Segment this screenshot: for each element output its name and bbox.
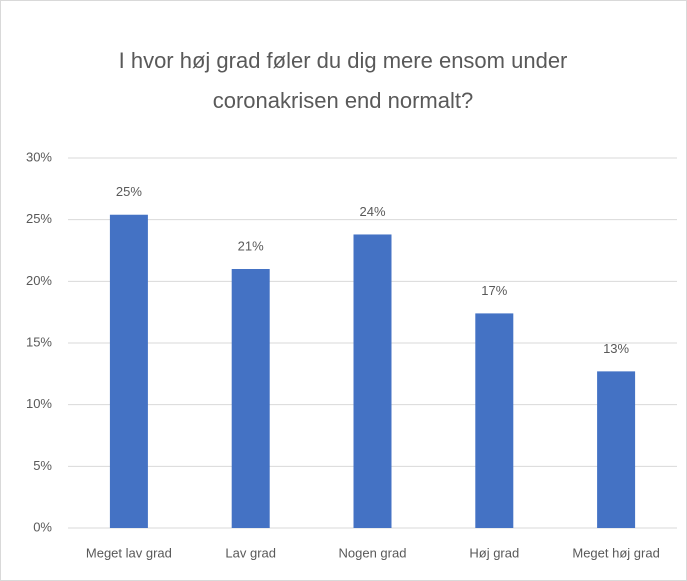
y-tick-label: 20%	[26, 273, 52, 288]
bar	[597, 371, 636, 528]
y-tick-label: 15%	[26, 334, 52, 349]
x-tick-label: Høj grad	[469, 545, 519, 560]
x-tick-label: Nogen grad	[339, 545, 407, 560]
data-label: 25%	[116, 184, 142, 199]
bar	[109, 214, 148, 528]
data-label: 24%	[359, 204, 385, 219]
y-tick-label: 5%	[33, 458, 52, 473]
chart-title: I hvor høj grad føler du dig mere ensom …	[119, 48, 568, 73]
y-tick-label: 30%	[26, 149, 52, 164]
data-label: 13%	[603, 341, 629, 356]
x-tick-label: Lav grad	[225, 545, 276, 560]
data-label: 21%	[238, 238, 264, 253]
y-tick-label: 10%	[26, 396, 52, 411]
data-label: 17%	[481, 283, 507, 298]
bar	[353, 234, 392, 528]
chart-title: coronakrisen end normalt?	[213, 88, 473, 113]
y-tick-label: 25%	[26, 211, 52, 226]
bar	[475, 313, 514, 528]
x-tick-label: Meget lav grad	[86, 545, 172, 560]
y-tick-label: 0%	[33, 519, 52, 534]
bar	[231, 269, 270, 528]
x-tick-label: Meget høj grad	[572, 545, 659, 560]
